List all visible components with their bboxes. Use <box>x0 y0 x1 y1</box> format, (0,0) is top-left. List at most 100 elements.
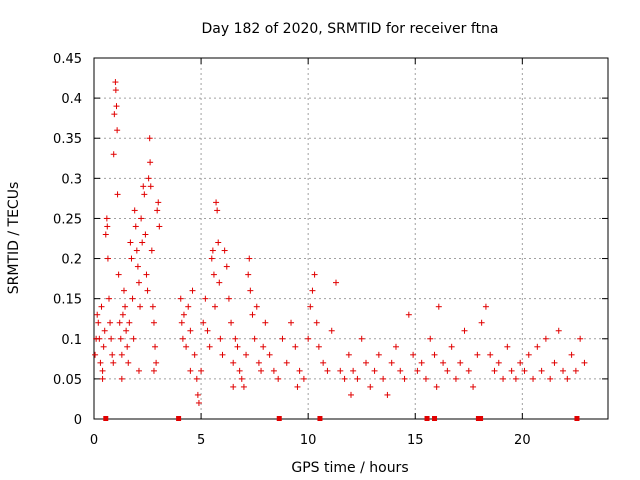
data-point <box>140 183 147 190</box>
data-point <box>194 391 201 398</box>
data-point <box>116 319 123 326</box>
data-point <box>191 351 198 358</box>
data-point <box>348 391 354 398</box>
data-point <box>122 303 129 310</box>
data-point <box>130 335 137 342</box>
data-point <box>124 343 131 350</box>
data-point <box>115 271 122 278</box>
data-point <box>422 375 429 382</box>
y-tick-label: 0.4 <box>61 92 82 107</box>
data-point <box>153 359 160 366</box>
data-point <box>100 343 107 350</box>
y-axis-label: SRMTID / TECUs <box>6 182 22 295</box>
data-point <box>512 375 519 382</box>
y-tick-label: 0.45 <box>53 52 82 67</box>
data-point <box>146 135 153 142</box>
data-point <box>388 359 395 366</box>
data-point <box>118 375 125 382</box>
data-point <box>98 303 105 310</box>
x-tick-labels: 0 5 10 15 20 <box>90 433 531 448</box>
data-point <box>262 319 269 326</box>
data-point <box>109 351 116 358</box>
data-point <box>189 287 196 294</box>
data-point <box>474 351 481 358</box>
data-point <box>478 319 485 326</box>
y-tick-label: 0.3 <box>61 172 82 187</box>
axis-ticks <box>93 57 608 420</box>
data-point <box>183 343 190 350</box>
data-point <box>156 223 163 230</box>
data-point <box>101 327 108 334</box>
data-point <box>107 319 114 326</box>
data-point <box>131 207 138 214</box>
data-point <box>448 343 455 350</box>
data-point <box>521 367 528 374</box>
data-point <box>217 335 224 342</box>
data-point <box>495 359 502 366</box>
grid-lines <box>94 58 608 419</box>
data-point <box>120 287 127 294</box>
data-point <box>134 263 141 270</box>
data-point <box>542 335 549 342</box>
data-point <box>253 303 260 310</box>
data-point <box>127 239 134 246</box>
data-point <box>185 303 192 310</box>
data-point <box>525 351 532 358</box>
zero-marker <box>424 416 430 421</box>
data-point <box>375 351 382 358</box>
y-tick-label: 0.25 <box>53 212 82 227</box>
data-point <box>564 375 571 382</box>
data-point <box>296 367 303 374</box>
zero-marker <box>103 416 109 421</box>
data-point <box>132 223 139 230</box>
zero-marker <box>317 416 323 421</box>
data-point <box>225 295 232 302</box>
data-point <box>294 383 301 390</box>
data-point <box>119 311 126 318</box>
data-point <box>178 319 185 326</box>
data-point <box>551 359 558 366</box>
data-point <box>380 375 387 382</box>
data-point <box>247 287 254 294</box>
data-point <box>139 239 146 246</box>
x-tick-label: 0 <box>90 433 98 448</box>
data-point <box>444 367 451 374</box>
data-point <box>362 359 369 366</box>
data-point <box>155 199 162 206</box>
data-point <box>401 375 408 382</box>
data-point <box>219 351 226 358</box>
data-point <box>258 367 265 374</box>
data-point <box>193 375 200 382</box>
data-point <box>200 319 207 326</box>
data-point <box>110 151 117 158</box>
data-point <box>147 159 154 166</box>
data-point <box>187 327 194 334</box>
data-point <box>461 327 468 334</box>
data-point <box>410 351 417 358</box>
data-point <box>102 231 109 238</box>
data-point <box>213 199 220 206</box>
data-point <box>309 287 316 294</box>
data-point <box>104 223 111 230</box>
data-point <box>568 351 575 358</box>
data-point <box>204 327 211 334</box>
data-point <box>216 279 223 286</box>
data-point <box>230 359 237 366</box>
data-point <box>113 103 120 110</box>
data-point <box>311 271 318 278</box>
zero-markers <box>103 416 580 421</box>
data-point <box>572 367 579 374</box>
data-point <box>305 335 312 342</box>
data-point <box>96 335 103 342</box>
data-point <box>251 335 258 342</box>
data-point <box>97 359 104 366</box>
data-point <box>440 359 447 366</box>
chart-title: Day 182 of 2020, SRMTID for receiver ftn… <box>201 21 498 37</box>
data-point <box>354 375 361 382</box>
data-point <box>92 351 99 358</box>
data-point <box>152 343 159 350</box>
data-point <box>202 295 209 302</box>
data-point <box>487 351 494 358</box>
data-point <box>279 335 286 342</box>
data-point <box>144 287 151 294</box>
